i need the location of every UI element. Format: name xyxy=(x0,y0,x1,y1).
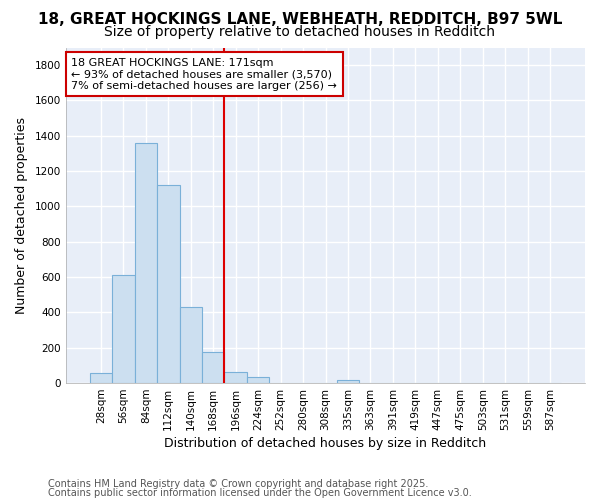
Text: Contains public sector information licensed under the Open Government Licence v3: Contains public sector information licen… xyxy=(48,488,472,498)
Bar xyxy=(224,372,247,383)
Bar xyxy=(112,276,134,383)
Y-axis label: Number of detached properties: Number of detached properties xyxy=(15,117,28,314)
Bar xyxy=(247,377,269,383)
Text: 18 GREAT HOCKINGS LANE: 171sqm
← 93% of detached houses are smaller (3,570)
7% o: 18 GREAT HOCKINGS LANE: 171sqm ← 93% of … xyxy=(71,58,337,91)
Text: Size of property relative to detached houses in Redditch: Size of property relative to detached ho… xyxy=(104,25,496,39)
Bar xyxy=(337,380,359,383)
Bar xyxy=(179,307,202,383)
Bar xyxy=(89,374,112,383)
Bar xyxy=(134,143,157,383)
Bar xyxy=(202,352,224,383)
Bar xyxy=(157,186,179,383)
Text: 18, GREAT HOCKINGS LANE, WEBHEATH, REDDITCH, B97 5WL: 18, GREAT HOCKINGS LANE, WEBHEATH, REDDI… xyxy=(38,12,562,28)
X-axis label: Distribution of detached houses by size in Redditch: Distribution of detached houses by size … xyxy=(164,437,487,450)
Text: Contains HM Land Registry data © Crown copyright and database right 2025.: Contains HM Land Registry data © Crown c… xyxy=(48,479,428,489)
